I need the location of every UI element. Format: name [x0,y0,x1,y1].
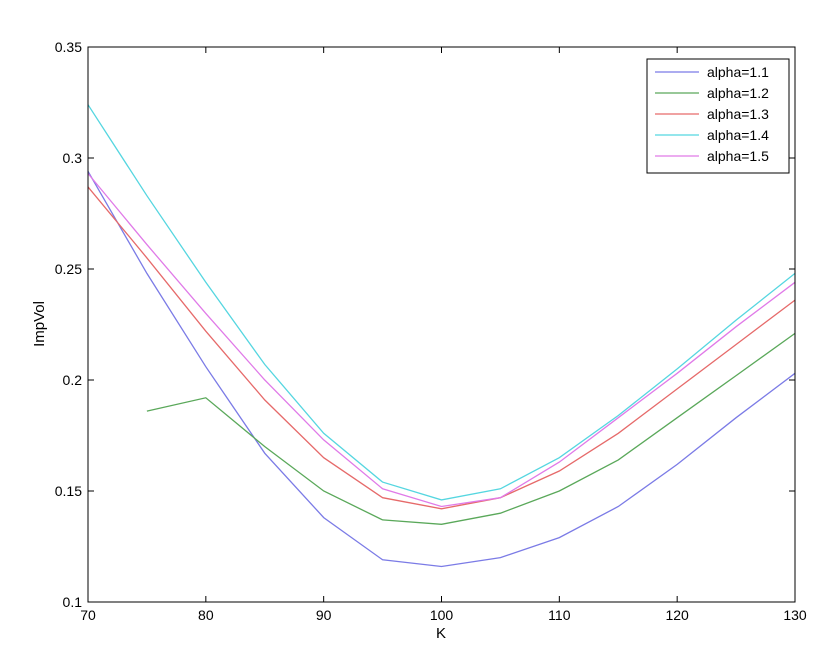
y-tick-label: 0.1 [63,594,83,610]
x-axis-label: K [436,625,446,642]
legend-label: alpha=1.4 [707,127,769,143]
series-layer [87,104,796,568]
legend-label: alpha=1.3 [707,106,769,122]
series-line-alpha-1-1 [87,170,796,568]
series-line-alpha-1-2 [146,332,796,525]
legend-label: alpha=1.5 [707,148,769,164]
y-tick-label: 0.25 [55,261,82,277]
legend-label: alpha=1.1 [707,64,769,80]
legend-label: alpha=1.2 [707,85,769,101]
series-line-alpha-1-4 [87,104,796,501]
series-line-alpha-1-3 [87,186,796,510]
y-tick-label: 0.2 [63,372,83,388]
ticks-layer: 70 80 90 100 110 120 130 0.1 0.15 0.2 0.25 0.3 0.35 [55,39,807,623]
y-tick-label: 0.15 [55,483,82,499]
y-tick-label: 0.3 [63,150,83,166]
legend-box [646,58,790,174]
series-line-alpha-1-5 [87,173,796,508]
x-tick-label: 80 [198,607,214,623]
legend: alpha=1.1 alpha=1.2 alpha=1.3 alpha=1.4 alph… [646,58,790,174]
plot-frame [87,46,796,603]
x-tick-label: 130 [783,607,807,623]
y-axis-label: ImpVol [31,301,48,347]
x-tick-label: 70 [80,607,96,623]
y-tick-label: 0.35 [55,39,82,55]
x-tick-label: 110 [548,607,571,623]
x-tick-label: 120 [665,607,689,623]
x-tick-label: 100 [430,607,454,623]
x-tick-label: 90 [316,607,332,623]
